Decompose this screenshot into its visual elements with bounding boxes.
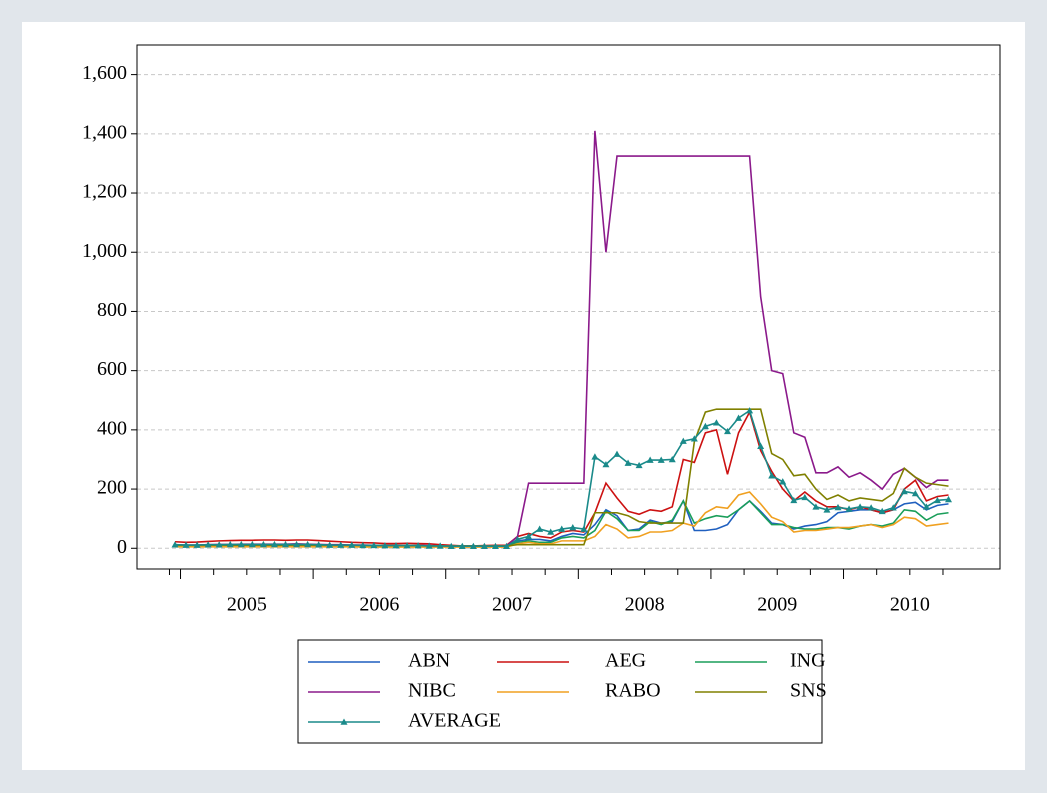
point-marker bbox=[591, 453, 599, 460]
point-marker bbox=[436, 542, 444, 549]
point-marker bbox=[458, 542, 466, 550]
point-marker bbox=[237, 540, 245, 548]
point-marker bbox=[900, 487, 908, 495]
point-marker bbox=[911, 490, 919, 497]
point-marker bbox=[469, 542, 477, 550]
point-marker bbox=[171, 541, 179, 548]
point-marker bbox=[425, 542, 433, 549]
point-marker bbox=[856, 503, 864, 510]
legend-label: AEG bbox=[605, 650, 646, 672]
point-marker bbox=[503, 542, 510, 550]
point-marker bbox=[735, 414, 743, 421]
point-marker bbox=[293, 540, 301, 548]
point-marker bbox=[259, 540, 267, 548]
legend-label: SNS bbox=[790, 680, 827, 702]
legend-label: NIBC bbox=[408, 680, 456, 702]
point-marker bbox=[823, 506, 831, 513]
point-marker bbox=[536, 525, 544, 532]
y-tick-label: 800 bbox=[97, 299, 127, 321]
point-marker bbox=[867, 504, 875, 511]
point-marker bbox=[403, 542, 411, 549]
y-tick-label: 600 bbox=[97, 358, 127, 380]
point-marker bbox=[635, 461, 643, 469]
point-marker bbox=[757, 442, 765, 449]
point-marker bbox=[779, 478, 787, 485]
point-marker bbox=[712, 419, 720, 426]
point-marker bbox=[580, 525, 588, 532]
point-marker bbox=[933, 496, 941, 504]
point-marker bbox=[624, 459, 632, 466]
plot-frame bbox=[136, 44, 1001, 570]
point-marker bbox=[348, 541, 356, 548]
point-marker bbox=[945, 495, 952, 503]
point-marker bbox=[602, 460, 610, 468]
point-marker bbox=[414, 542, 422, 549]
x-tick-label: 2007 bbox=[492, 594, 532, 616]
point-marker bbox=[646, 456, 654, 463]
point-marker bbox=[315, 541, 323, 548]
point-marker bbox=[480, 542, 488, 550]
point-marker bbox=[878, 507, 886, 515]
point-marker bbox=[193, 541, 201, 548]
y-tick-label: 1,400 bbox=[82, 121, 127, 143]
point-marker bbox=[889, 504, 897, 511]
y-tick-label: 1,000 bbox=[82, 240, 127, 262]
point-marker bbox=[701, 422, 709, 430]
y-tick-label: 200 bbox=[97, 477, 127, 499]
point-marker bbox=[525, 532, 533, 540]
point-marker bbox=[248, 540, 256, 548]
x-tick-label: 2008 bbox=[625, 594, 665, 616]
point-marker bbox=[447, 542, 455, 550]
point-marker bbox=[613, 450, 621, 457]
point-marker bbox=[657, 456, 665, 463]
point-marker bbox=[812, 503, 820, 510]
legend-label: ABN bbox=[408, 650, 450, 672]
point-marker bbox=[326, 541, 334, 548]
legend-label: RABO bbox=[605, 680, 661, 702]
point-marker bbox=[392, 542, 400, 549]
series-line bbox=[174, 409, 949, 547]
point-marker bbox=[690, 435, 698, 442]
point-marker bbox=[282, 540, 289, 548]
y-tick-label: 400 bbox=[97, 417, 127, 439]
point-marker bbox=[514, 535, 522, 543]
point-marker bbox=[215, 541, 223, 548]
point-marker bbox=[359, 541, 367, 549]
point-marker bbox=[790, 496, 798, 504]
point-marker bbox=[370, 541, 378, 549]
point-marker bbox=[270, 540, 278, 548]
y-tick-label: 1,200 bbox=[82, 181, 127, 203]
point-marker bbox=[547, 528, 555, 535]
point-marker bbox=[768, 472, 776, 479]
point-marker bbox=[337, 541, 345, 548]
point-marker bbox=[746, 407, 754, 414]
point-marker bbox=[182, 541, 190, 548]
point-marker bbox=[845, 505, 853, 512]
x-tick-label: 2010 bbox=[890, 594, 930, 616]
point-marker bbox=[801, 493, 809, 501]
y-tick-label: 0 bbox=[117, 536, 127, 558]
point-marker bbox=[226, 540, 234, 548]
legend-marker bbox=[340, 718, 348, 725]
point-marker bbox=[834, 503, 842, 511]
legend-label: AVERAGE bbox=[408, 710, 501, 732]
point-marker bbox=[304, 540, 312, 548]
point-marker bbox=[558, 525, 566, 532]
point-marker bbox=[569, 524, 577, 531]
point-marker bbox=[724, 427, 731, 435]
y-tick-label: 1,600 bbox=[82, 62, 127, 84]
series-line bbox=[175, 491, 949, 548]
point-marker bbox=[668, 455, 676, 463]
point-marker bbox=[491, 542, 499, 550]
x-tick-label: 2005 bbox=[227, 594, 267, 616]
point-marker bbox=[679, 437, 687, 444]
point-marker bbox=[381, 542, 389, 549]
x-tick-label: 2006 bbox=[359, 594, 399, 616]
x-tick-label: 2009 bbox=[757, 594, 797, 616]
legend-label: ING bbox=[790, 650, 826, 672]
point-marker bbox=[204, 541, 212, 548]
point-marker bbox=[922, 503, 930, 510]
